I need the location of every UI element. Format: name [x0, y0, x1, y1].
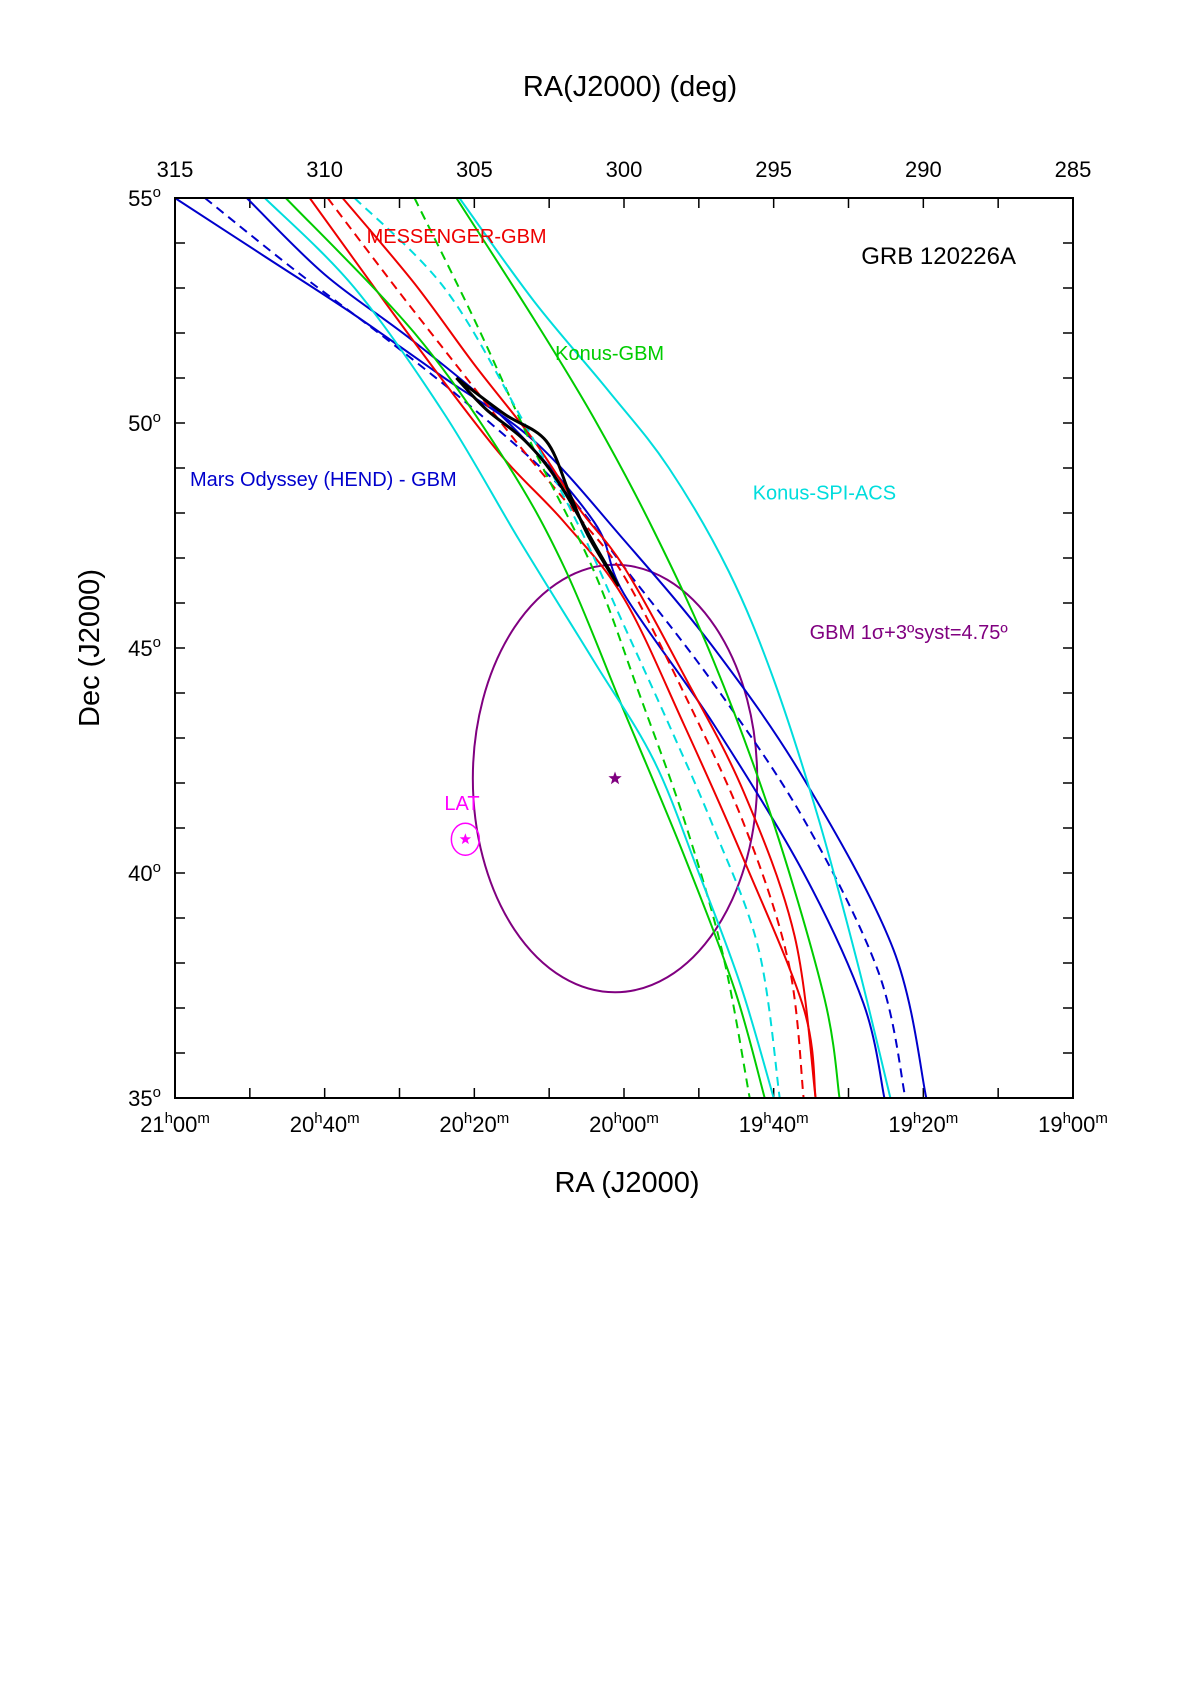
series-konus-gbm-center [413, 198, 751, 1098]
bottom-tick-label: 20h40m [290, 1110, 360, 1137]
top-tick-label: 315 [157, 157, 194, 182]
marker-layer [450, 771, 622, 856]
top-tick-labels: 315 310 305 300 295 290 285 [157, 157, 1092, 182]
gbm-region-layer [471, 563, 759, 994]
top-tick-label: 285 [1055, 157, 1092, 182]
series-intersection [455, 376, 620, 587]
gbm-position-marker [608, 771, 622, 785]
series-konus-spi-acs-inner [458, 198, 892, 1098]
annotation-layer: MESSENGER-GBM Konus-GBM Mars Odyssey (HEND… [190, 226, 1008, 815]
bottom-axis-label: RA (J2000) [554, 1167, 699, 1199]
series-konus-gbm [285, 198, 766, 1098]
bottom-tick-label: 21h00m [140, 1110, 210, 1137]
top-tick-label: 305 [456, 157, 493, 182]
top-tick-label: 295 [755, 157, 792, 182]
top-tick-label: 310 [306, 157, 343, 182]
y-tick-label: 40o [128, 859, 161, 886]
top-tick-label: 300 [606, 157, 643, 182]
lat-position-marker [459, 833, 472, 845]
series-messenger-gbm-inner [341, 198, 817, 1098]
label-messenger-gbm: MESSENGER-GBM [367, 226, 547, 248]
y-axis-label: Dec (J2000) [74, 569, 106, 727]
gbm-error-circle [471, 563, 759, 994]
bottom-tick-label: 19h00m [1038, 1110, 1108, 1137]
series-messenger-gbm-center [326, 198, 805, 1098]
bottom-tick-label: 20h00m [589, 1110, 659, 1137]
label-mars-odyssey-hend-gbm: Mars Odyssey (HEND) - GBM [190, 469, 457, 491]
series-konus-gbm-inner [455, 198, 841, 1098]
plot-frame [174, 197, 1074, 1099]
bottom-tick-label: 19h40m [739, 1110, 809, 1137]
label-konus-spi-acs: Konus-SPI-ACS [753, 483, 896, 505]
series-konus-spi-acs-center [353, 198, 781, 1098]
y-tick-label: 50o [128, 409, 161, 436]
y-tick-labels: 55o 50o 45o 40o 35o [128, 184, 161, 1111]
series-messenger-gbm [308, 198, 817, 1098]
label-lat: LAT [444, 793, 479, 815]
top-axis-label: RA(J2000) (deg) [523, 71, 737, 103]
series-konus-spi-acs [264, 198, 775, 1098]
top-tick-label: 290 [905, 157, 942, 182]
lat-error-circle [450, 822, 481, 856]
bottom-tick-labels: 21h00m 20h40m 20h20m 20h00m 19h40m 19h20m 19h0… [140, 1110, 1108, 1137]
series-mars-odyssey-hend-gbm [175, 198, 928, 1098]
bottom-tick-label: 20h20m [439, 1110, 509, 1137]
y-tick-label: 45o [128, 634, 161, 661]
label-gbm-1-3-syst-4-75: GBM 1σ+3ºsyst=4.75º [810, 622, 1009, 644]
y-tick-label: 55o [128, 184, 161, 211]
axis-ticks [174, 197, 1074, 1099]
y-tick-label: 35o [128, 1084, 161, 1111]
label-konus-gbm: Konus-GBM [555, 343, 664, 365]
series-layer [175, 198, 928, 1098]
bottom-tick-label: 19h20m [888, 1110, 958, 1137]
chart-title: GRB 120226A [861, 243, 1016, 270]
